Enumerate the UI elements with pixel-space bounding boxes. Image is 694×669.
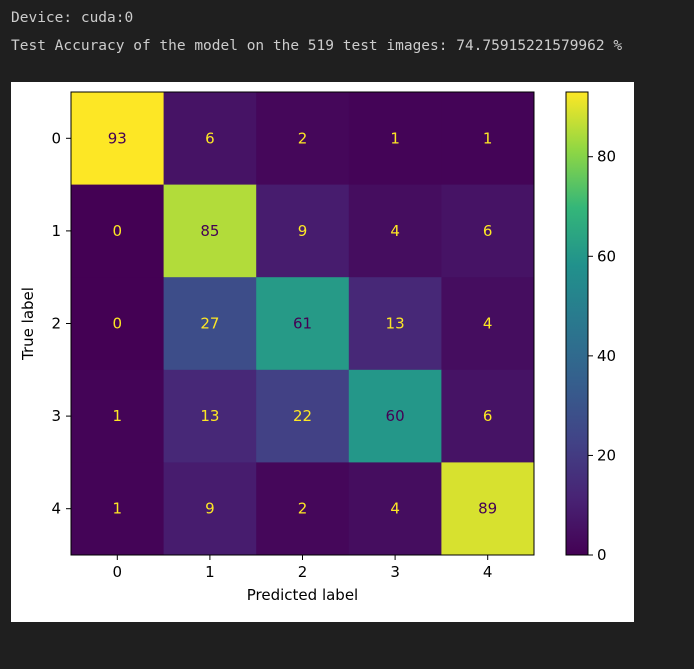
heatmap-cell-r3-c4 [441, 369, 535, 463]
y-axis-ticks: 0 1 2 3 4 [51, 129, 71, 518]
colorbar-ticks: 0 20 40 60 80 [588, 148, 616, 564]
cell-value-label: 0 [113, 222, 123, 240]
x-tick-label: 3 [390, 563, 400, 581]
heatmap-cells: 93 6 2 1 10 85 9 4 60 27 61 13 41 13 22 60 61 9 2 4 89 [71, 92, 535, 556]
colorbar-tick-label: 40 [597, 347, 616, 365]
colorbar [565, 91, 589, 556]
x-tick-label: 1 [205, 563, 215, 581]
cell-value-label: 93 [108, 129, 127, 147]
cell-value-label: 27 [200, 315, 219, 333]
cell-value-label: 1 [390, 129, 400, 147]
heatmap-cell-r4-c0 [71, 462, 165, 556]
cell-value-label: 6 [483, 222, 493, 240]
cell-value-label: 13 [386, 315, 405, 333]
cell-value-label: 2 [298, 129, 308, 147]
heatmap-cell-r3-c1 [163, 369, 257, 463]
heatmap-cell-r2-c3 [348, 277, 442, 371]
cell-value-label: 4 [483, 315, 493, 333]
cell-value-label: 13 [200, 407, 219, 425]
heatmap-cell-r2-c1 [163, 277, 257, 371]
heatmap-cell-r1-c2 [256, 184, 350, 278]
cell-value-label: 1 [113, 407, 123, 425]
cell-value-label: 1 [483, 129, 493, 147]
y-tick-label: 4 [51, 500, 61, 518]
colorbar-tick-label: 80 [597, 148, 616, 166]
y-tick-label: 2 [51, 315, 61, 333]
cell-value-label: 60 [386, 407, 405, 425]
heatmap-cell-r2-c0 [71, 277, 165, 371]
x-tick-label: 0 [113, 563, 123, 581]
x-tick-label: 2 [298, 563, 308, 581]
heatmap-cell-r3-c2 [256, 369, 350, 463]
cell-value-label: 9 [298, 222, 308, 240]
heatmap-cell-r1-c4 [441, 184, 535, 278]
cell-value-label: 6 [205, 129, 215, 147]
cell-value-label: 1 [113, 500, 123, 518]
cell-value-label: 4 [390, 500, 400, 518]
cell-value-label: 0 [113, 315, 123, 333]
colorbar-tick-label: 20 [597, 446, 616, 464]
y-tick-label: 1 [51, 222, 61, 240]
heatmap-cell-r4-c4 [441, 462, 535, 556]
heatmap-cell-r0-c4 [441, 92, 535, 186]
cell-value-label: 9 [205, 500, 215, 518]
heatmap-cell-r0-c2 [256, 92, 350, 186]
cell-value-label: 4 [390, 222, 400, 240]
heatmap-cell-r0-c3 [348, 92, 442, 186]
cell-value-label: 85 [200, 222, 219, 240]
y-tick-label: 3 [51, 407, 61, 425]
device-output-line: Device: cuda:0 [11, 10, 134, 26]
heatmap-cell-r2-c4 [441, 277, 535, 371]
x-tick-label: 4 [483, 563, 493, 581]
accuracy-output-line: Test Accuracy of the model on the 519 te… [11, 38, 623, 54]
x-axis-label: Predicted label [247, 586, 358, 604]
heatmap-cell-r1-c0 [71, 184, 165, 278]
heatmap-cell-r1-c3 [348, 184, 442, 278]
heatmap-cell-r1-c1 [163, 184, 257, 278]
heatmap-cell-r4-c3 [348, 462, 442, 556]
colorbar-tick-label: 60 [597, 247, 616, 265]
cell-value-label: 2 [298, 500, 308, 518]
heatmap-cell-r4-c2 [256, 462, 350, 556]
x-axis-ticks: 0 1 2 3 4 [113, 555, 493, 581]
y-axis-label: True label [19, 287, 37, 361]
heatmap-cell-r2-c2 [256, 277, 350, 371]
cell-value-label: 61 [293, 315, 312, 333]
heatmap-cell-r0-c1 [163, 92, 257, 186]
cell-value-label: 22 [293, 407, 312, 425]
y-tick-label: 0 [51, 129, 61, 147]
colorbar-tick-label: 0 [597, 546, 607, 564]
heatmap-cell-r4-c1 [163, 462, 257, 556]
heatmap-cell-r0-c0 [71, 92, 165, 186]
heatmap-cell-r3-c0 [71, 369, 165, 463]
cell-value-label: 89 [478, 500, 497, 518]
heatmap-cell-r3-c3 [348, 369, 442, 463]
cell-value-label: 6 [483, 407, 493, 425]
